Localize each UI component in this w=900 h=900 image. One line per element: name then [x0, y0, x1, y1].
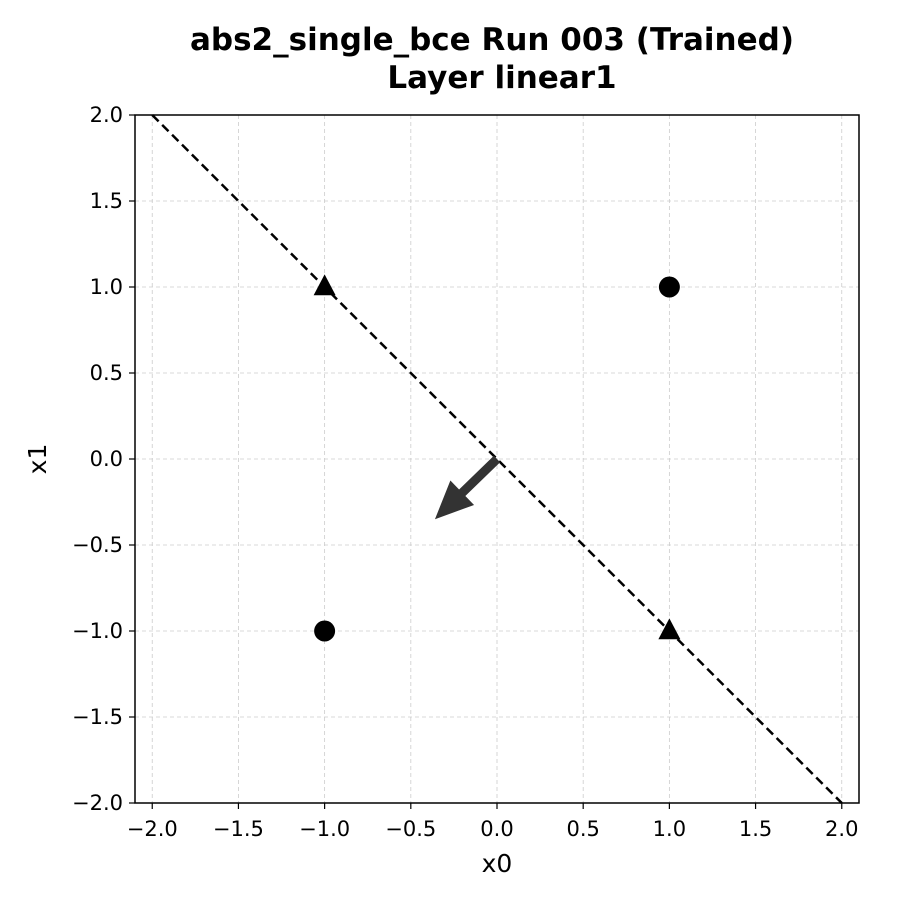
- y-tick-label: −1.0: [72, 619, 123, 643]
- x-axis-label: x0: [482, 849, 513, 878]
- y-tick-label: 2.0: [90, 103, 123, 127]
- data-point-circle: [658, 276, 680, 298]
- y-tick-label: 1.5: [90, 189, 123, 213]
- y-tick-label: 0.5: [90, 361, 123, 385]
- y-tick-label: 1.0: [90, 275, 123, 299]
- data-point-circle: [314, 620, 336, 642]
- x-tick-label: −1.0: [299, 817, 350, 841]
- chart-title-line2: Layer linear1: [387, 60, 616, 96]
- x-tick-label: −1.5: [213, 817, 264, 841]
- data-point-triangle: [313, 274, 336, 296]
- data-points-layer: [313, 274, 681, 642]
- normal-arrow-layer: [434, 455, 501, 520]
- x-tick-label: 1.5: [739, 817, 772, 841]
- x-tick-label: 0.0: [480, 817, 513, 841]
- x-tick-label: 1.0: [653, 817, 686, 841]
- y-axis-label: x1: [23, 444, 52, 475]
- plot-frame: [134, 114, 860, 804]
- y-tick-label: −2.0: [72, 791, 123, 815]
- y-tick-label: −0.5: [72, 533, 123, 557]
- normal-vector-arrow: [434, 455, 501, 520]
- x-tick-label: 0.5: [566, 817, 599, 841]
- chart-title-line1: abs2_single_bce Run 003 (Trained): [190, 22, 794, 58]
- y-tick-label: −1.5: [72, 705, 123, 729]
- x-tick-label: −0.5: [385, 817, 436, 841]
- x-tick-label: −2.0: [127, 817, 178, 841]
- x-tick-label: 2.0: [825, 817, 858, 841]
- axis-ticks: −2.0 −1.5 −1.0 −0.5 0.0 0.5 1.0 1.5 2.0 2.0 1.5 1.0…: [72, 103, 858, 841]
- decision-boundary-line: [151, 114, 843, 804]
- data-point-triangle: [658, 618, 681, 640]
- decision-boundary-layer: [151, 114, 843, 804]
- y-tick-label: 0.0: [90, 447, 123, 471]
- grid: [135, 114, 859, 804]
